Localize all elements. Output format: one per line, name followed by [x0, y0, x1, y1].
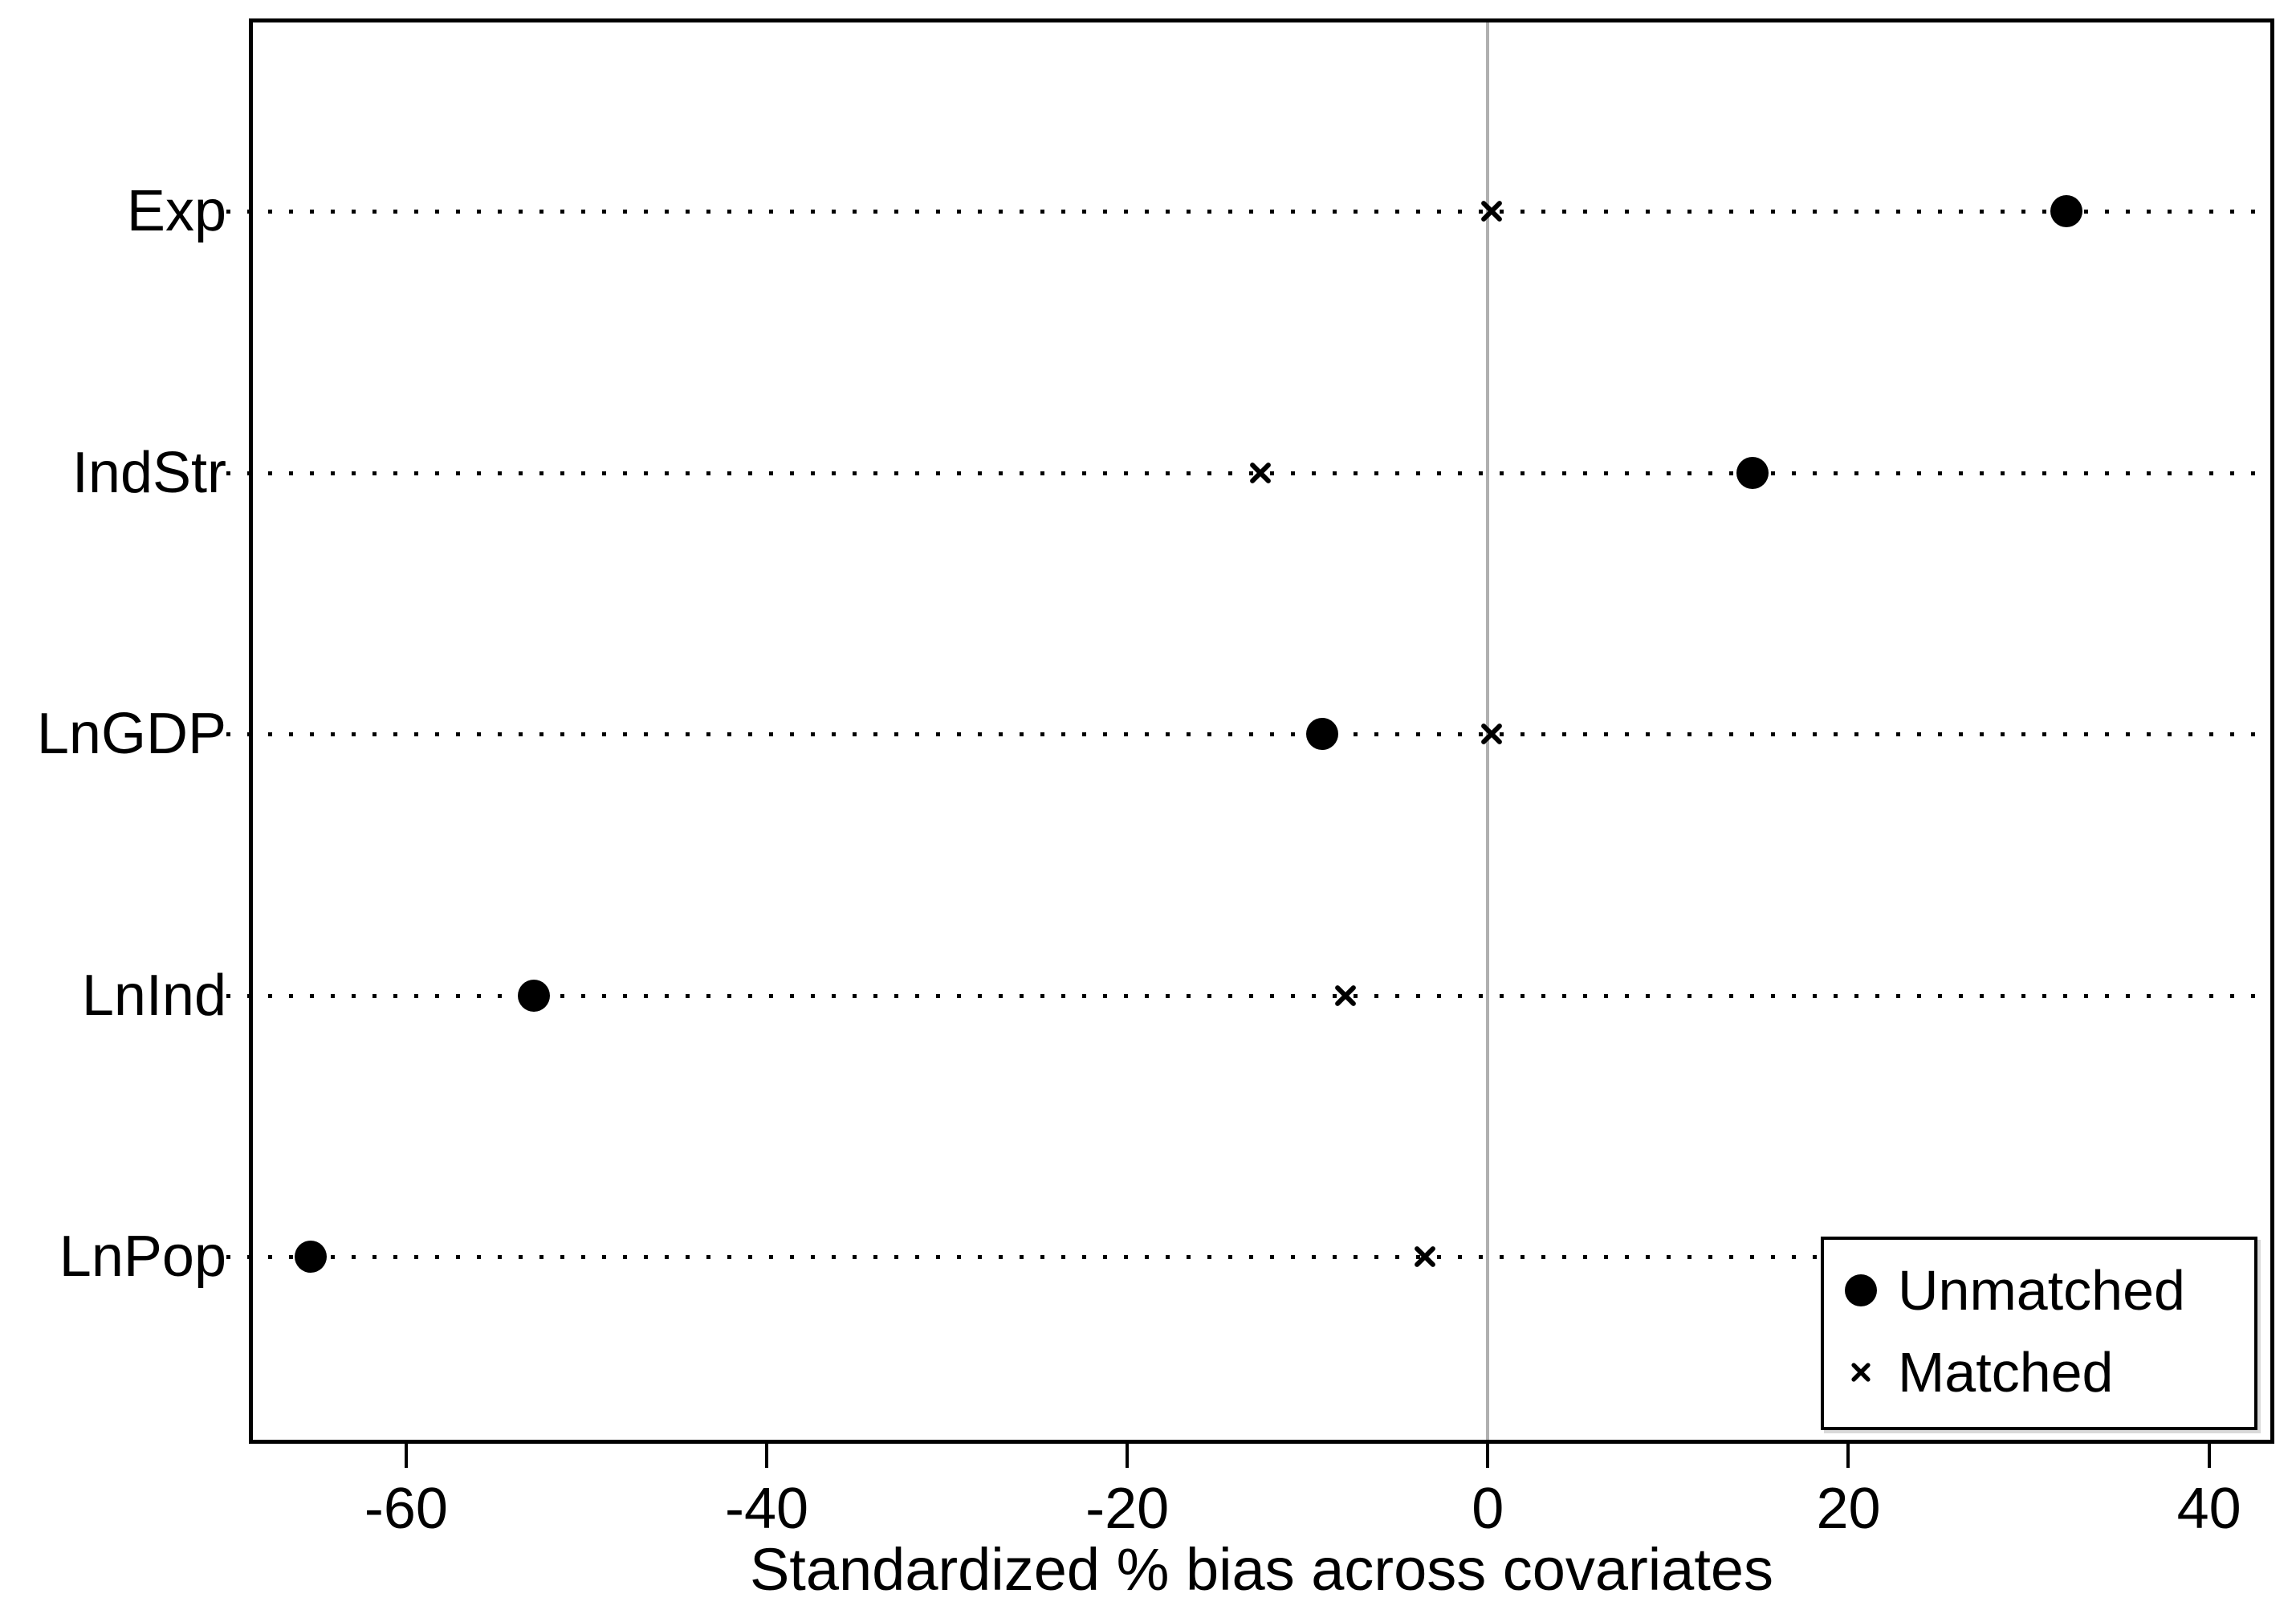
legend-label: Matched — [1898, 1341, 2114, 1404]
legend-circle-icon — [1845, 1274, 1877, 1306]
matched-marker — [1248, 461, 1272, 485]
x-axis-title: Standardized % bias across covariates — [749, 1536, 1774, 1603]
legend: Unmatched Matched — [1821, 1237, 2257, 1430]
matched-marker — [1333, 984, 1358, 1008]
x-tick-label: 20 — [1816, 1477, 1881, 1541]
x-tick — [404, 1444, 408, 1468]
x-tick-label: -40 — [725, 1477, 809, 1541]
y-axis-label: LnPop — [59, 1225, 226, 1289]
unmatched-marker — [1305, 718, 1338, 750]
matched-marker — [1480, 722, 1504, 746]
x-tick — [1126, 1444, 1130, 1468]
row-gridline — [226, 210, 2270, 214]
y-axis-label: LnGDP — [36, 702, 226, 766]
legend-marker-cell — [1824, 1274, 1898, 1306]
legend-label: Unmatched — [1898, 1259, 2185, 1322]
row-gridline — [226, 732, 2270, 736]
x-tick — [1846, 1444, 1850, 1468]
y-axis-label: LnInd — [81, 963, 226, 1028]
row-gridline — [226, 993, 2270, 998]
x-tick-label: 0 — [1472, 1477, 1504, 1541]
plot-area — [226, 18, 2274, 1444]
unmatched-marker — [294, 1241, 327, 1273]
row-gridline — [226, 1255, 2270, 1259]
x-tick-label: 40 — [2176, 1477, 2241, 1541]
y-axis-label: Exp — [126, 179, 226, 243]
unmatched-marker — [2050, 195, 2083, 227]
x-tick-label: -60 — [364, 1477, 448, 1541]
x-tick — [765, 1444, 769, 1468]
matched-marker — [1413, 1245, 1437, 1269]
legend-item-unmatched: Unmatched — [1824, 1249, 2254, 1331]
matched-marker — [1480, 199, 1504, 223]
x-tick-label: -20 — [1085, 1477, 1170, 1541]
y-axis-label: IndStr — [71, 440, 226, 505]
legend-marker-cell — [1824, 1360, 1898, 1384]
legend-x-icon — [1850, 1362, 1872, 1384]
x-tick — [2207, 1444, 2211, 1468]
unmatched-marker — [1736, 456, 1769, 489]
legend-item-matched: Matched — [1824, 1331, 2254, 1413]
unmatched-marker — [518, 979, 551, 1012]
x-tick — [1486, 1444, 1490, 1468]
